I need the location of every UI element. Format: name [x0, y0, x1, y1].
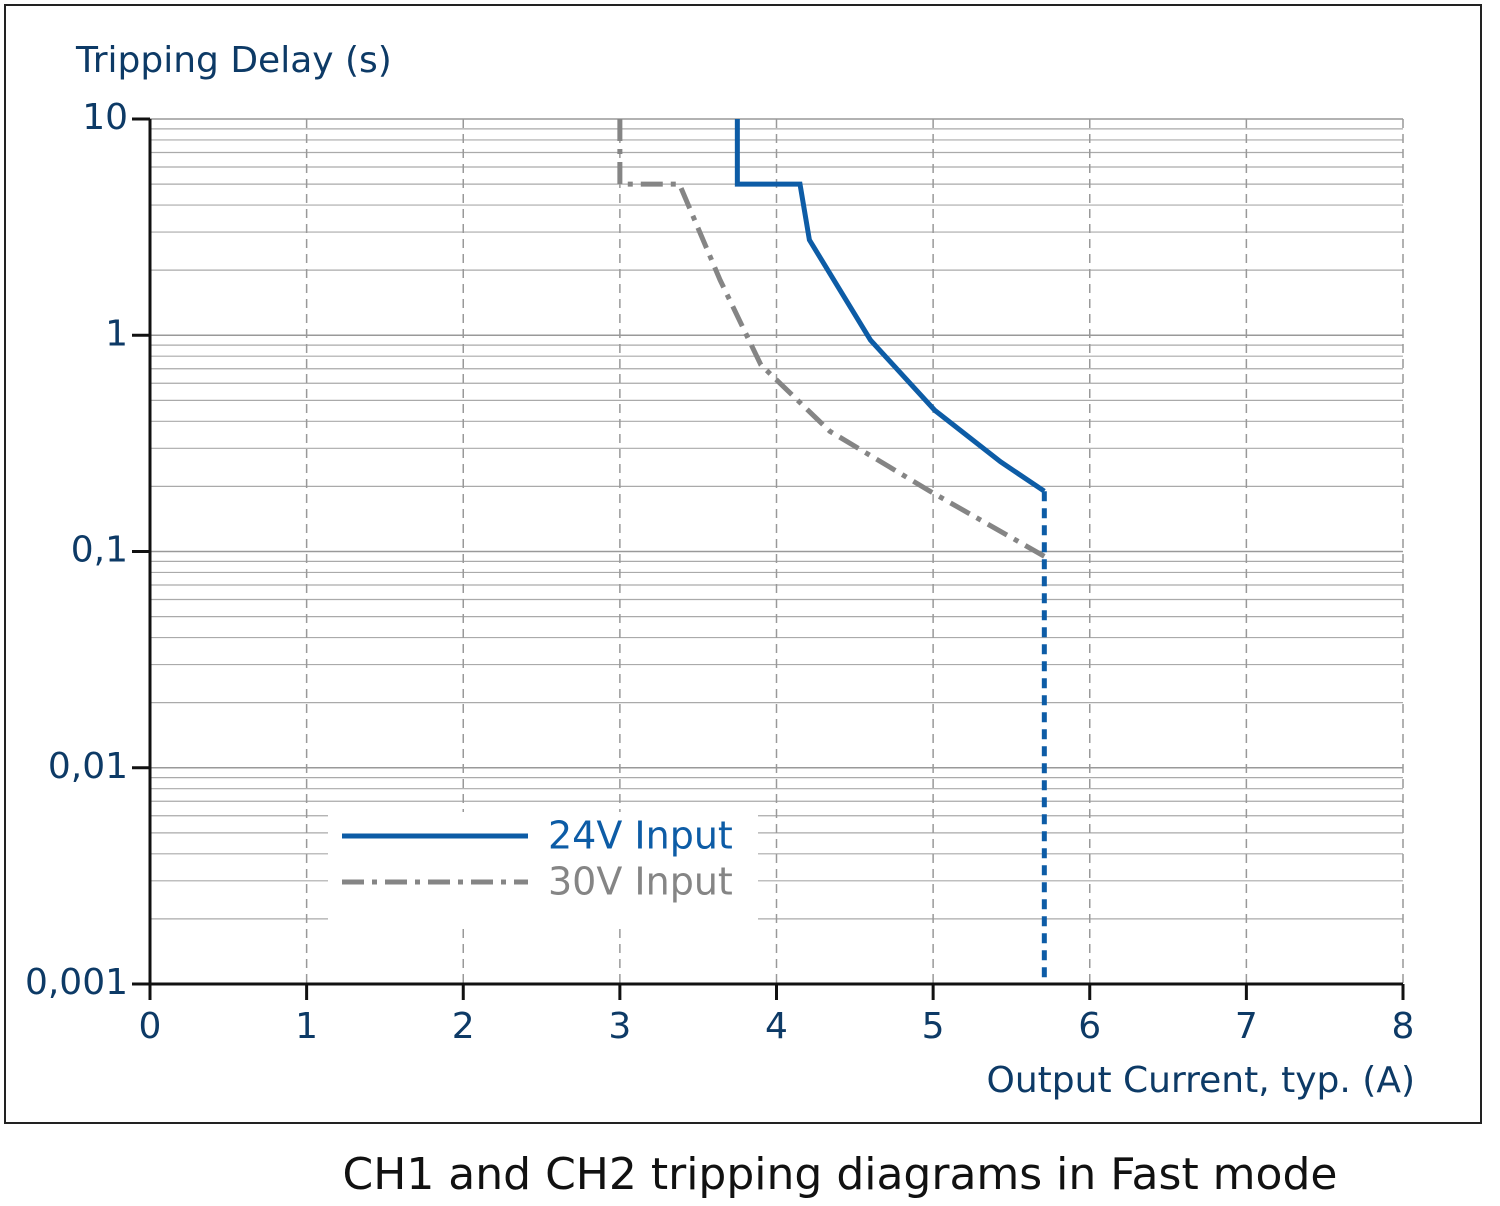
x-tick-label: 3 [608, 1006, 631, 1047]
legend-box [328, 812, 758, 928]
y-tick-label: 1 [105, 313, 128, 354]
y-tick-label: 0,1 [71, 530, 128, 571]
y-tick-label: 0,001 [25, 962, 128, 1003]
x-tick-label: 7 [1235, 1006, 1258, 1047]
x-tick-label: 2 [452, 1006, 475, 1047]
y-axis-label: Tripping Delay (s) [75, 40, 392, 81]
series-line [734, 119, 1046, 494]
x-tick-label: 5 [922, 1006, 945, 1047]
legend-label: 30V Input [548, 860, 733, 904]
legend-label: 24V Input [548, 814, 733, 858]
x-tick-label: 1 [295, 1006, 318, 1047]
chart-title: CH1 and CH2 tripping diagrams in Fast mo… [343, 1149, 1338, 1200]
frame [4, 4, 1482, 1124]
series-line [617, 119, 1046, 559]
x-axis-label: Output Current, typ. (A) [987, 1060, 1415, 1101]
x-tick-label: 0 [139, 1006, 162, 1047]
y-tick-label: 0,01 [48, 746, 128, 787]
x-tick-label: 8 [1392, 1006, 1415, 1047]
y-tick-label: 10 [82, 97, 128, 138]
x-tick-label: 6 [1078, 1006, 1101, 1047]
x-tick-label: 4 [765, 1006, 788, 1047]
